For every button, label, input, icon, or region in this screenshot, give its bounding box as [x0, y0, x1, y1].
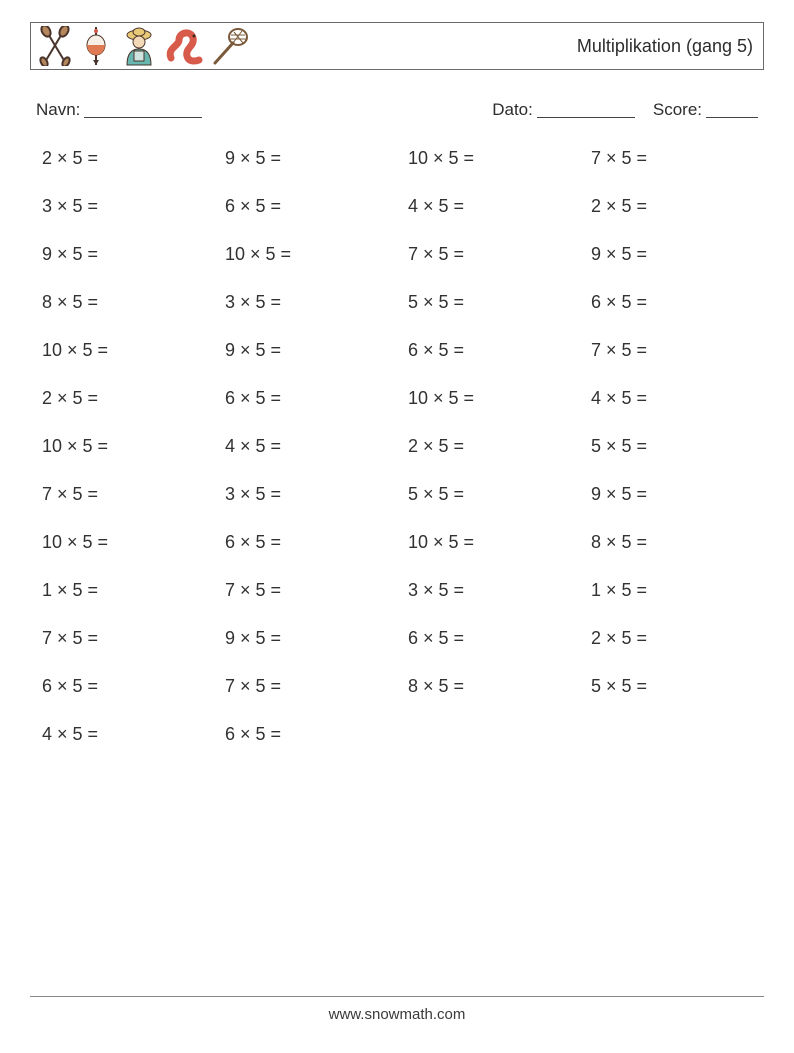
problem: 2 × 5 = [42, 148, 213, 169]
problem: 6 × 5 = [591, 292, 762, 313]
problem: 8 × 5 = [408, 676, 579, 697]
problem: 9 × 5 = [225, 148, 396, 169]
problem: 5 × 5 = [591, 676, 762, 697]
problem: 10 × 5 = [408, 148, 579, 169]
problem: 6 × 5 = [408, 628, 579, 649]
problem: 9 × 5 = [42, 244, 213, 265]
problem: 8 × 5 = [591, 532, 762, 553]
problem: 5 × 5 = [408, 484, 579, 505]
problem: 10 × 5 = [42, 340, 213, 361]
name-blank[interactable] [84, 100, 202, 118]
bobber-icon [79, 25, 113, 67]
fisher-icon [119, 25, 159, 67]
worksheet-title: Multiplikation (gang 5) [577, 36, 753, 57]
problem: 7 × 5 = [591, 340, 762, 361]
problem: 4 × 5 = [591, 388, 762, 409]
problem: 10 × 5 = [42, 436, 213, 457]
name-label: Navn: [36, 100, 80, 120]
problem: 3 × 5 = [225, 292, 396, 313]
problem: 10 × 5 = [42, 532, 213, 553]
problem: 1 × 5 = [591, 580, 762, 601]
problem-grid: 2 × 5 = 9 × 5 = 10 × 5 = 7 × 5 = 3 × 5 = 6 × … [30, 146, 764, 745]
problem: 7 × 5 = [42, 628, 213, 649]
problem: 2 × 5 = [408, 436, 579, 457]
problem: 2 × 5 = [591, 196, 762, 217]
score-blank[interactable] [706, 100, 758, 118]
problem: 3 × 5 = [42, 196, 213, 217]
problem: 10 × 5 = [225, 244, 396, 265]
problem: 4 × 5 = [225, 436, 396, 457]
problem: 9 × 5 = [225, 340, 396, 361]
problem: 7 × 5 = [42, 484, 213, 505]
header-icon-row [37, 25, 249, 67]
problem: 4 × 5 = [42, 724, 213, 745]
footer-link[interactable]: www.snowmath.com [0, 1006, 794, 1023]
problem: 6 × 5 = [225, 196, 396, 217]
problem: 9 × 5 = [225, 628, 396, 649]
date-label: Dato: [492, 100, 533, 120]
problem: 6 × 5 = [225, 724, 396, 745]
score-label: Score: [653, 100, 702, 120]
problem: 7 × 5 = [591, 148, 762, 169]
title-box: Multiplikation (gang 5) [30, 22, 764, 70]
worm-icon [165, 26, 203, 66]
problem: 10 × 5 = [408, 532, 579, 553]
problem: 3 × 5 = [408, 580, 579, 601]
problem: 7 × 5 = [408, 244, 579, 265]
problem: 7 × 5 = [225, 676, 396, 697]
problem: 7 × 5 = [225, 580, 396, 601]
problem: 6 × 5 = [225, 388, 396, 409]
date-blank[interactable] [537, 100, 635, 118]
problem: 2 × 5 = [591, 628, 762, 649]
problem: 6 × 5 = [225, 532, 396, 553]
problem: 3 × 5 = [225, 484, 396, 505]
problem: 8 × 5 = [42, 292, 213, 313]
problem: 1 × 5 = [42, 580, 213, 601]
problem: 6 × 5 = [42, 676, 213, 697]
meta-row: Navn: Dato: Score: [36, 100, 758, 120]
problem: 2 × 5 = [42, 388, 213, 409]
problem: 9 × 5 = [591, 244, 762, 265]
problem: 5 × 5 = [408, 292, 579, 313]
problem: 5 × 5 = [591, 436, 762, 457]
problem: 4 × 5 = [408, 196, 579, 217]
problem: 10 × 5 = [408, 388, 579, 409]
paddles-icon [37, 26, 73, 66]
footer-rule [30, 996, 764, 997]
problem: 9 × 5 = [591, 484, 762, 505]
problem: 6 × 5 = [408, 340, 579, 361]
net-icon [209, 25, 249, 67]
